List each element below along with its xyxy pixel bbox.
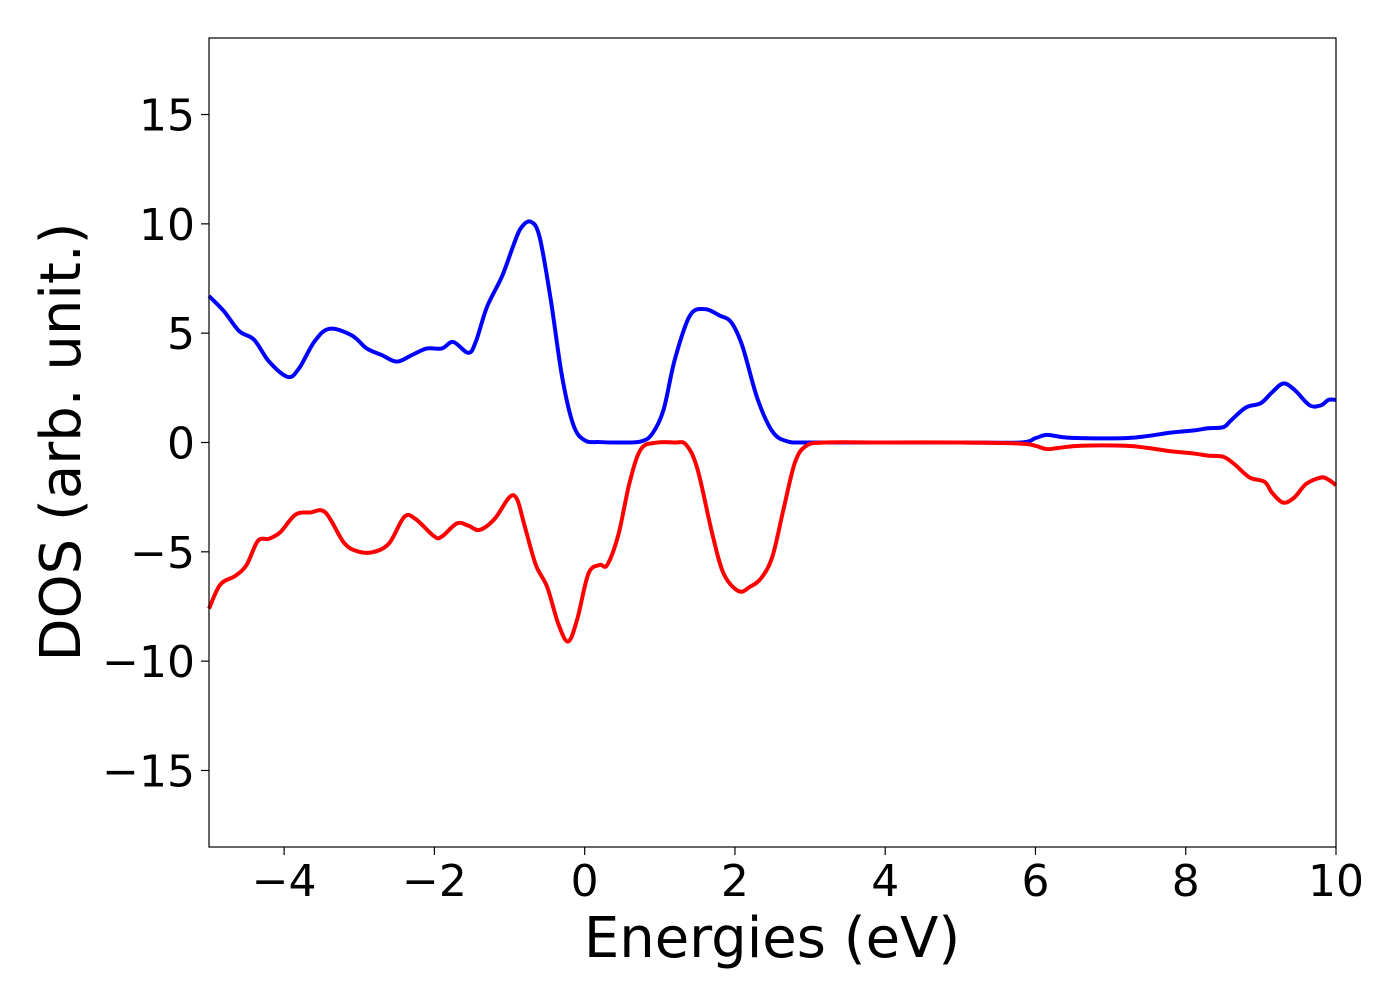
x-tick-label: −4 (252, 856, 317, 907)
x-axis-title: Energies (eV) (584, 906, 960, 971)
y-tick-label: 15 (139, 91, 195, 142)
series-line-red (207, 440, 1338, 644)
y-axis-title: DOS (arb. unit.) (29, 222, 94, 661)
series-line-blue (207, 219, 1337, 445)
plot-frame (208, 37, 1337, 848)
x-tick-label: 10 (1308, 856, 1364, 907)
x-tick-label: 4 (871, 856, 899, 907)
x-tick-label: 2 (721, 856, 749, 907)
y-tick-label: 5 (167, 309, 195, 360)
x-tick-label: 8 (1172, 856, 1200, 907)
y-tick-label: −5 (130, 528, 195, 579)
y-tick-label: −15 (102, 746, 195, 797)
plot-background (209, 38, 1336, 847)
series-layer (207, 219, 1338, 644)
y-tick-label: 10 (139, 200, 195, 251)
y-tick-label: −10 (102, 637, 195, 688)
y-tick-label: 0 (167, 419, 195, 470)
x-tick-label: 6 (1021, 856, 1049, 907)
x-tick-label: 0 (571, 856, 599, 907)
x-tick-label: −2 (402, 856, 467, 907)
tick-layer: −4 −2 0 2 4 6 8 10 15 10 5 0 −5 −10 −15 (102, 91, 1364, 907)
